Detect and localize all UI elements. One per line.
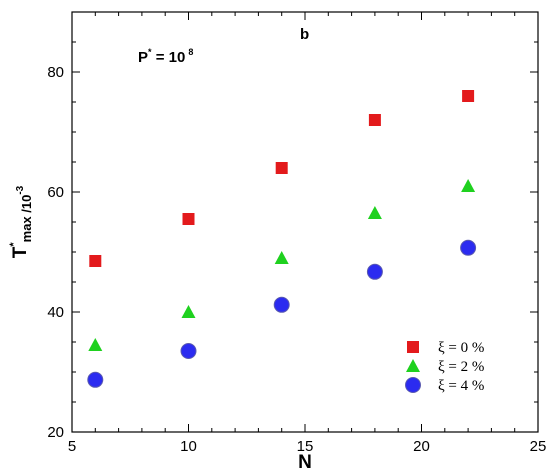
square-point bbox=[182, 213, 195, 225]
p-label-sup2: 8 bbox=[188, 47, 193, 57]
p-label-base: P bbox=[138, 49, 148, 66]
svg-text:T*max /10-3: T*max /10-3 bbox=[8, 185, 34, 258]
y-tick-label: 60 bbox=[47, 184, 64, 201]
circle-point bbox=[366, 263, 383, 280]
triangle-point bbox=[274, 251, 289, 264]
y-tick-label: 40 bbox=[47, 304, 64, 321]
y-tick-label: 20 bbox=[47, 424, 64, 441]
data-marks bbox=[87, 90, 477, 388]
x-tick-label: 15 bbox=[297, 438, 314, 455]
square-point bbox=[368, 114, 381, 126]
p-label-mid: = 10 bbox=[152, 49, 186, 66]
square-point bbox=[89, 255, 102, 267]
legend-label: ξ = 4 % bbox=[438, 378, 484, 394]
y-label-sub-sup: -3 bbox=[15, 185, 26, 194]
p-label-sup1: * bbox=[148, 47, 152, 57]
y-label-sup: * bbox=[8, 242, 20, 247]
y-tick-label: 80 bbox=[47, 64, 64, 81]
axis-ticks: 5 10 15 20 25 20 40 60 80 bbox=[47, 11, 547, 455]
circle-point bbox=[87, 371, 104, 388]
x-tick-label: 20 bbox=[413, 438, 430, 455]
p-star-annotation: P* = 10 8 bbox=[138, 47, 193, 66]
triangle-point bbox=[461, 179, 476, 192]
legend-label: ξ = 2 % bbox=[438, 359, 484, 375]
x-tick-label: 25 bbox=[530, 438, 547, 455]
legend-label: ξ = 0 % bbox=[438, 340, 484, 356]
y-label-base: T bbox=[10, 246, 31, 258]
circle-point bbox=[273, 296, 290, 313]
x-tick-label: 10 bbox=[180, 438, 197, 455]
square-point bbox=[462, 90, 475, 102]
x-tick-label: 5 bbox=[68, 438, 76, 455]
triangle-point bbox=[367, 206, 382, 219]
x-axis-label: N bbox=[298, 452, 312, 473]
legend-circle-marker bbox=[405, 377, 421, 393]
legend: ξ = 0 % ξ = 2 % ξ = 4 % bbox=[405, 340, 484, 394]
circle-point bbox=[180, 343, 197, 359]
triangle-point bbox=[181, 305, 196, 318]
panel-label: b bbox=[300, 26, 309, 43]
square-point bbox=[275, 162, 288, 174]
y-label-sub: max /10 bbox=[19, 195, 34, 243]
y-axis-label: T*max /10-3 bbox=[8, 185, 34, 258]
legend-triangle-marker bbox=[406, 359, 420, 372]
circle-point bbox=[460, 239, 477, 256]
triangle-point bbox=[88, 338, 103, 351]
legend-square-marker bbox=[407, 341, 419, 353]
